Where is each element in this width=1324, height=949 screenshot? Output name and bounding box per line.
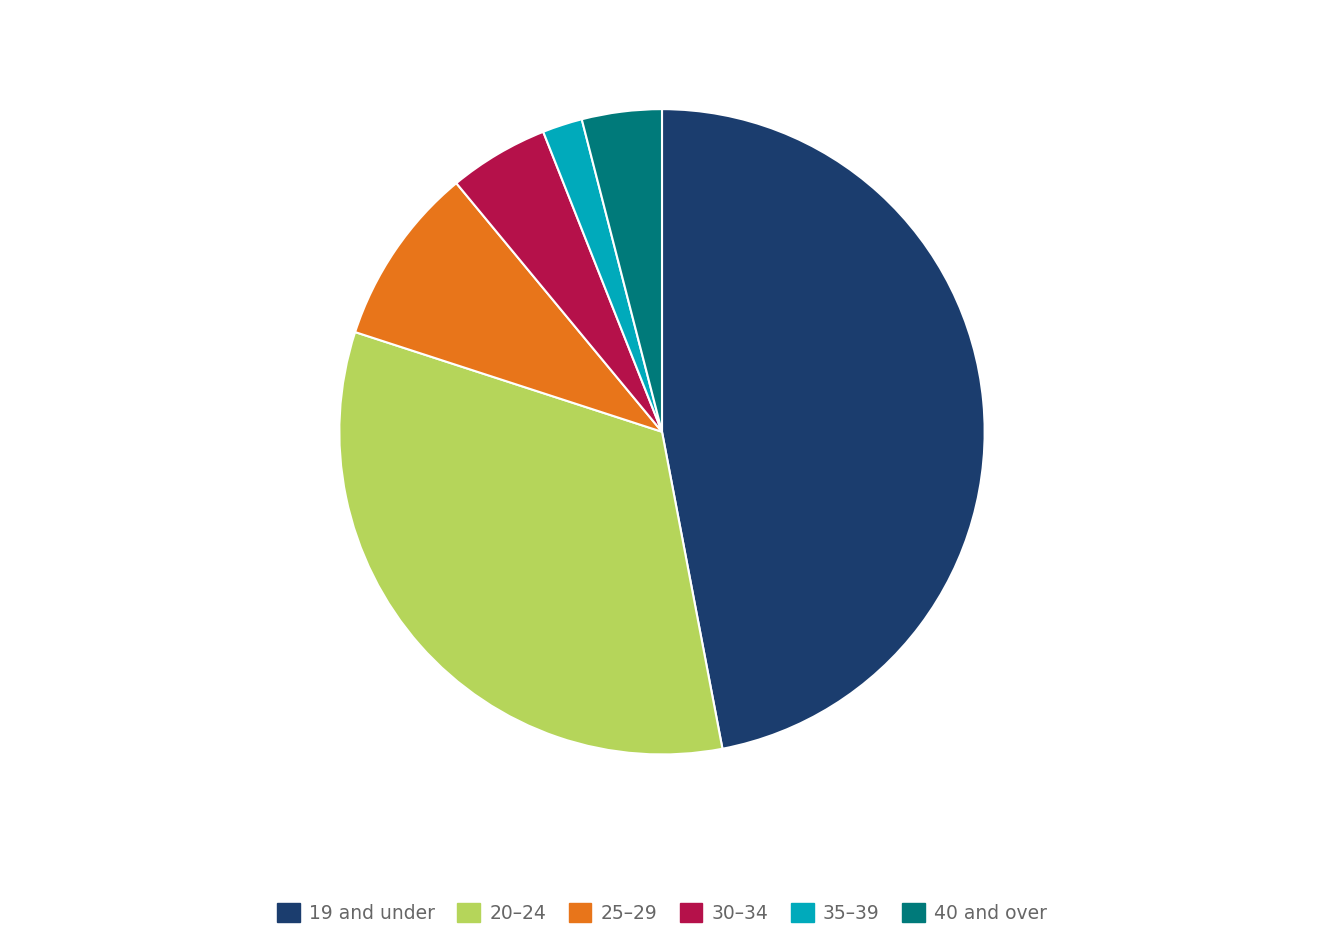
Wedge shape [543, 120, 662, 432]
Wedge shape [457, 132, 662, 432]
Wedge shape [581, 109, 662, 432]
Wedge shape [662, 109, 985, 749]
Wedge shape [339, 332, 723, 754]
Legend: 19 and under, 20–24, 25–29, 30–34, 35–39, 40 and over: 19 and under, 20–24, 25–29, 30–34, 35–39… [270, 895, 1054, 930]
Wedge shape [355, 183, 662, 432]
